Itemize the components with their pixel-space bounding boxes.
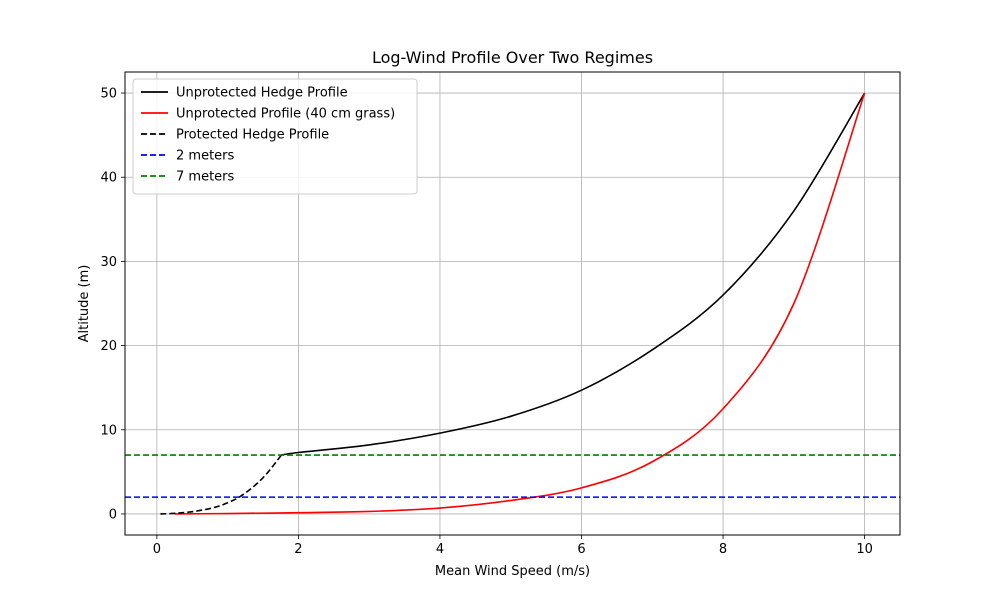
series-layer xyxy=(125,92,900,515)
plot-frame xyxy=(124,71,901,536)
x-tick-label: 2 xyxy=(294,542,302,557)
y-tick-label: 40 xyxy=(100,171,117,186)
legend-box xyxy=(132,78,418,195)
y-tick-label: 20 xyxy=(100,339,117,354)
y-tick-label: 0 xyxy=(109,507,117,522)
x-tick-label: 6 xyxy=(577,542,585,557)
legend-label: Unprotected Profile (40 cm grass) xyxy=(176,107,395,122)
y-tick-label: 30 xyxy=(100,255,117,270)
y-axis-label: Altitude (m) xyxy=(77,265,92,343)
ticks: 0 2 4 6 8 10 0 10 20 30 40 50 xyxy=(100,87,872,557)
x-tick-label: 10 xyxy=(856,542,873,557)
series-line-0 xyxy=(281,92,866,456)
legend-label: 7 meters xyxy=(176,170,235,185)
legend-label: Unprotected Hedge Profile xyxy=(176,86,348,101)
x-tick-label: 8 xyxy=(719,542,727,557)
x-tick-label: 0 xyxy=(153,542,161,557)
x-axis-label: Mean Wind Speed (m/s) xyxy=(435,564,590,579)
legend-label: 2 meters xyxy=(176,149,235,164)
series-line-2 xyxy=(160,454,283,515)
y-tick-label: 10 xyxy=(100,423,117,438)
y-tick-label: 50 xyxy=(100,87,117,102)
chart-title: Log-Wind Profile Over Two Regimes xyxy=(372,48,653,67)
legend-label: Protected Hedge Profile xyxy=(176,128,329,143)
x-tick-label: 4 xyxy=(436,542,444,557)
series-line-1 xyxy=(174,92,866,515)
legend: Unprotected Hedge Profile Unprotected Pro… xyxy=(132,78,418,195)
grid xyxy=(125,72,900,535)
